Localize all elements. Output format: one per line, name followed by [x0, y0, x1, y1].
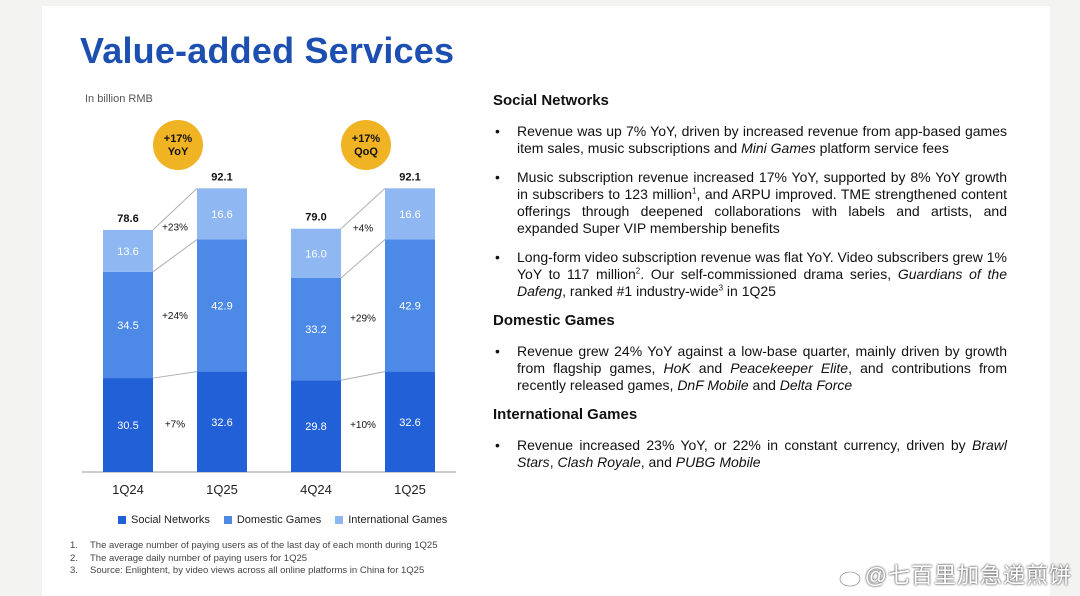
data-label: 32.6: [399, 417, 420, 429]
growth-label: +24%: [162, 311, 188, 322]
data-label: 32.6: [211, 417, 232, 429]
footnote: 1. The average number of paying users as …: [70, 540, 438, 551]
badge-label: YoY: [168, 146, 189, 158]
data-label: 33.2: [305, 324, 326, 336]
legend-swatch: [118, 516, 126, 524]
chart-legend: Social Networks Domestic Games Internati…: [118, 514, 447, 526]
bar-segment-social-networks: [197, 371, 247, 472]
section-title-social-networks: Social Networks: [493, 92, 609, 109]
bullet-sn-revenue: Revenue was up 7% YoY, driven by increas…: [493, 123, 1007, 157]
legend-item-international-games: International Games: [335, 514, 447, 526]
growth-label: +23%: [162, 222, 188, 233]
bullet-dg-revenue: Revenue grew 24% YoY against a low-base …: [493, 343, 1007, 394]
data-label: 13.6: [117, 246, 138, 258]
total-label: 92.1: [399, 171, 420, 183]
page-title: Value-added Services: [80, 30, 455, 71]
data-label: 42.9: [211, 301, 232, 313]
data-label: 16.6: [211, 209, 232, 221]
bar-segment-social-networks: [291, 380, 341, 472]
category-label: 1Q24: [112, 482, 144, 497]
bullet-ig-revenue: Revenue increased 23% YoY, or 22% in con…: [493, 437, 1007, 471]
growth-label: +10%: [350, 420, 376, 431]
total-label: 78.6: [117, 213, 138, 225]
growth-badge: [153, 120, 203, 170]
growth-label: +29%: [350, 313, 376, 324]
bar-segment-international-games: [291, 228, 341, 278]
bullet-sn-video: Long-form video subscription revenue was…: [493, 249, 1007, 300]
section-title-domestic-games: Domestic Games: [493, 312, 615, 329]
legend-label: Social Networks: [131, 514, 210, 526]
footnotes: 1. The average number of paying users as …: [70, 540, 438, 578]
commentary-panel: Social Networks Revenue was up 7% YoY, d…: [493, 92, 1007, 483]
legend-item-social-networks: Social Networks: [118, 514, 210, 526]
data-label: 34.5: [117, 320, 138, 332]
weibo-icon: [838, 567, 864, 588]
watermark: @七百里加急递煎饼: [838, 558, 1072, 590]
connector-line: [340, 187, 386, 230]
data-label: 16.0: [305, 248, 326, 260]
legend-swatch: [223, 516, 232, 524]
bar-segment-international-games: [385, 188, 435, 240]
legend-label: Domestic Games: [236, 514, 322, 526]
bar-segment-international-games: [197, 188, 247, 240]
bar-segment-domestic-games: [385, 239, 435, 372]
data-label: 29.8: [305, 421, 326, 433]
badge-value: +17%: [352, 133, 381, 145]
footnote: 2. The average daily number of paying use…: [70, 552, 308, 564]
slide: Value-added Services In billion RMB 30.5…: [42, 6, 1050, 596]
category-label: 1Q25: [394, 482, 426, 497]
connector-line: [340, 239, 386, 279]
total-label: 79.0: [305, 212, 326, 224]
bar-segment-social-networks: [103, 378, 153, 472]
category-label: 4Q24: [300, 482, 332, 497]
legend-label: International Games: [348, 514, 448, 526]
data-label: 30.5: [117, 420, 138, 432]
unit-note: In billion RMB: [85, 93, 153, 105]
bar-segment-social-networks: [385, 371, 435, 472]
growth-badge: [341, 120, 391, 170]
connector-line: [152, 371, 198, 379]
total-label: 92.1: [211, 171, 232, 183]
data-label: 16.6: [399, 209, 420, 221]
bar-segment-international-games: [103, 229, 153, 272]
legend-item-domestic-games: Domestic Games: [223, 514, 322, 526]
footnote: 3. Source: Enlightent, by video views acr…: [70, 565, 425, 576]
badge-label: QoQ: [354, 146, 378, 158]
data-label: 42.9: [399, 301, 420, 313]
bar-segment-domestic-games: [103, 271, 153, 379]
legend-swatch: [335, 516, 344, 524]
growth-label: +4%: [353, 224, 373, 235]
category-label: 1Q25: [206, 482, 238, 497]
section-title-international-games: International Games: [493, 406, 638, 423]
watermark-text: @七百里加急递煎饼: [864, 563, 1072, 588]
bar-segment-domestic-games: [197, 239, 247, 372]
connector-line: [152, 187, 198, 231]
stacked-bar-chart: 30.5 34.5 13.6 78.6 1Q24 32.6 42.9 16.6 92.1 1Q25…: [82, 120, 456, 497]
growth-label: +7%: [165, 419, 185, 430]
connector-line: [340, 371, 386, 381]
bullet-sn-music: Music subscription revenue increased 17%…: [493, 169, 1007, 237]
connector-line: [152, 239, 198, 273]
bar-segment-domestic-games: [291, 277, 341, 381]
badge-value: +17%: [164, 133, 193, 145]
